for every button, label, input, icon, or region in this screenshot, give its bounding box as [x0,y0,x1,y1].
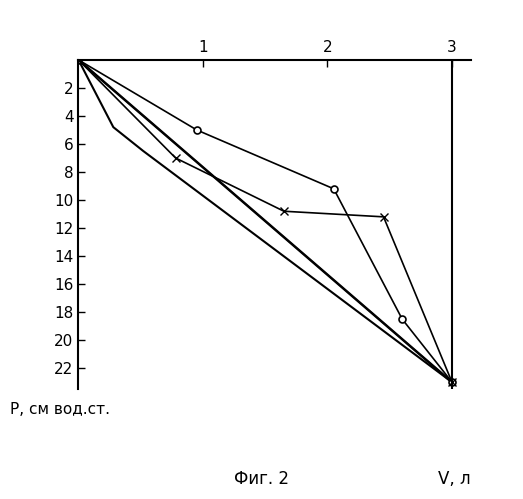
Text: V, л: V, л [438,470,471,488]
Text: Фиг. 2: Фиг. 2 [234,470,289,488]
Text: Р, см вод.ст.: Р, см вод.ст. [10,402,110,417]
